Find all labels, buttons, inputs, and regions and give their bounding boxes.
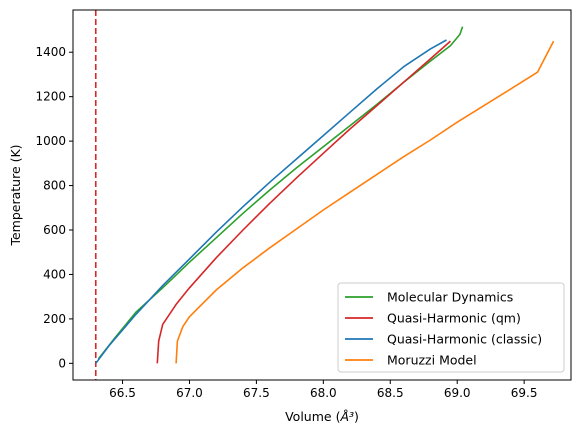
y-tick-label: 400: [43, 267, 66, 281]
x-tick-label: 66.5: [109, 386, 136, 400]
x-tick-label: 67.5: [243, 386, 270, 400]
axis-ticks: 66.5 67.0 67.5 68.0 68.5 69.0 69.5 0 200 400 600 80…: [35, 45, 537, 400]
x-tick-label: 69.0: [444, 386, 471, 400]
legend-label: Molecular Dynamics: [387, 290, 513, 305]
x-tick-label: 68.0: [310, 386, 337, 400]
series-line-3: [175, 40, 555, 364]
y-tick-label: 800: [43, 179, 66, 193]
y-tick-label: 600: [43, 223, 66, 237]
x-axis-unit: Å³: [339, 409, 354, 424]
legend-frame: [337, 282, 565, 373]
x-tick-label: 67.0: [176, 386, 203, 400]
y-tick-label: 1400: [35, 45, 66, 59]
x-tick-label: 68.5: [377, 386, 404, 400]
y-tick-label: 0: [58, 356, 66, 370]
series-line-2: [95, 39, 447, 364]
legend: Molecular Dynamics Quasi-Harmonic (qm) Qua…: [337, 282, 565, 373]
y-tick-label: 1200: [35, 90, 66, 104]
axes-frame: [72, 9, 572, 381]
y-tick-label: 1000: [35, 134, 66, 148]
x-axis-label: Volume (Å³): [285, 409, 359, 424]
x-axis-label-text: Volume: [285, 409, 332, 424]
legend-label: Moruzzi Model: [387, 353, 477, 368]
legend-label: Quasi-Harmonic (qm): [387, 311, 521, 326]
series-lines: [95, 26, 555, 364]
y-tick-label: 200: [43, 312, 66, 326]
series-line-1: [156, 40, 452, 364]
legend-label: Quasi-Harmonic (classic): [387, 332, 542, 347]
y-axis-label: Temperature (K): [8, 144, 23, 246]
x-tick-label: 69.5: [511, 386, 538, 400]
